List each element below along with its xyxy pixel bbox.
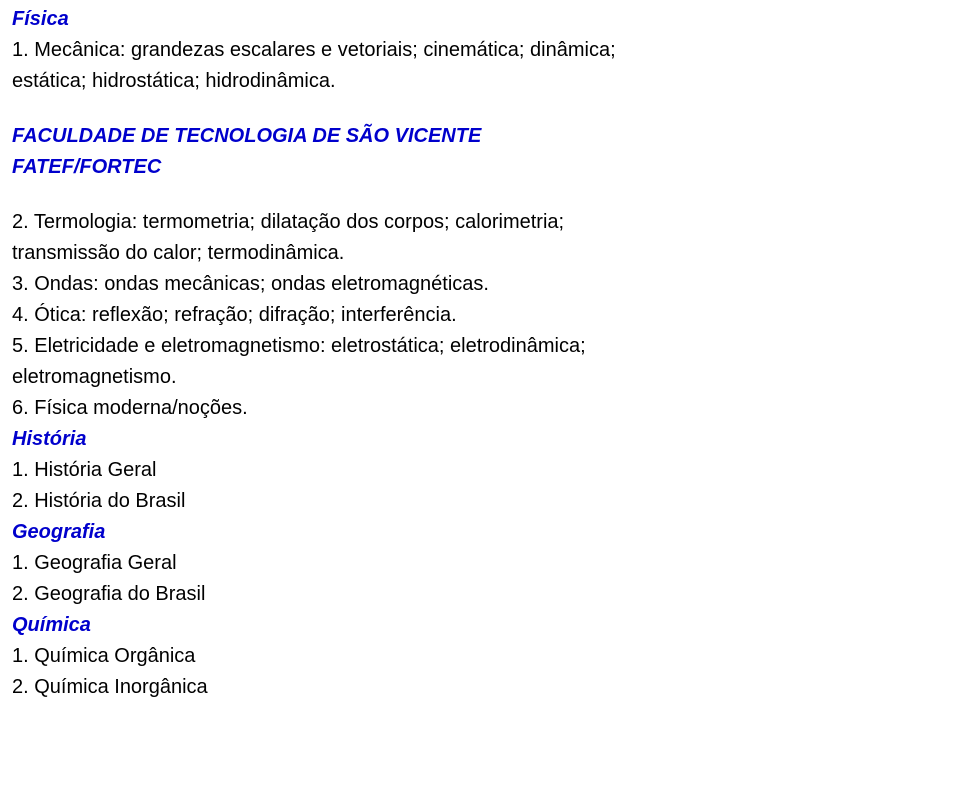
body-text: 1. História Geral: [12, 455, 948, 486]
body-text: 4. Ótica: reflexão; refração; difração; …: [12, 300, 948, 331]
body-text: 2. Geografia do Brasil: [12, 579, 948, 610]
heading-geografia: Geografia: [12, 517, 948, 548]
document-page: Física 1. Mecânica: grandezas escalares …: [0, 0, 960, 707]
heading-quimica: Química: [12, 610, 948, 641]
spacer: [12, 183, 948, 207]
spacer: [12, 97, 948, 121]
body-text: 2. Termologia: termometria; dilatação do…: [12, 207, 948, 238]
body-text: 5. Eletricidade e eletromagnetismo: elet…: [12, 331, 948, 362]
body-text: eletromagnetismo.: [12, 362, 948, 393]
institution-title-line2: FATEF/FORTEC: [12, 152, 948, 183]
body-text: 2. História do Brasil: [12, 486, 948, 517]
body-text: 2. Química Inorgânica: [12, 672, 948, 703]
heading-fisica: Física: [12, 4, 948, 35]
institution-title-line1: FACULDADE DE TECNOLOGIA DE SÃO VICENTE: [12, 121, 948, 152]
heading-historia: História: [12, 424, 948, 455]
body-text: 3. Ondas: ondas mecânicas; ondas eletrom…: [12, 269, 948, 300]
body-text: 6. Física moderna/noções.: [12, 393, 948, 424]
body-text: 1. Geografia Geral: [12, 548, 948, 579]
body-text: transmissão do calor; termodinâmica.: [12, 238, 948, 269]
body-text: 1. Química Orgânica: [12, 641, 948, 672]
body-text: estática; hidrostática; hidrodinâmica.: [12, 66, 948, 97]
body-text: 1. Mecânica: grandezas escalares e vetor…: [12, 35, 948, 66]
